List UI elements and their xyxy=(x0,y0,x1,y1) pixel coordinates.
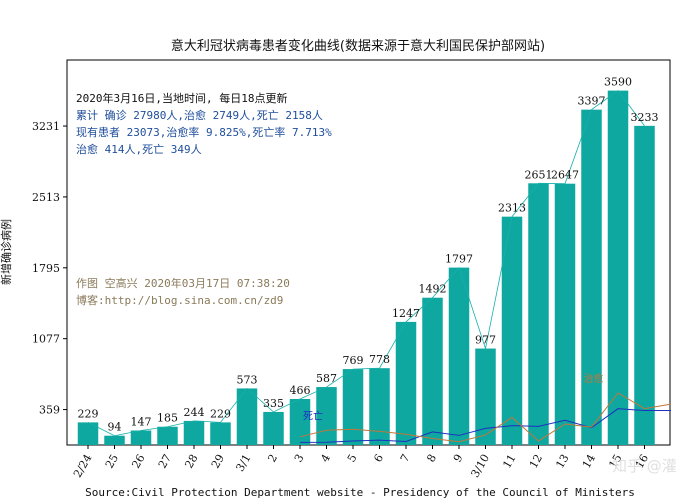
bar-value-label: 2651 xyxy=(525,168,553,181)
line-series-1 xyxy=(299,392,672,443)
x-tick-label: 14 xyxy=(580,452,598,471)
x-tick-label: 11 xyxy=(500,452,518,471)
bar-value-label: 573 xyxy=(237,373,258,386)
x-tick-label: 16 xyxy=(633,452,651,471)
bar xyxy=(236,388,258,445)
y-tick-label: 1795 xyxy=(32,262,60,275)
line-label-recovered: 治愈 xyxy=(584,372,604,385)
x-tick-label: 25 xyxy=(103,452,121,471)
y-tick-label: 3231 xyxy=(32,120,60,133)
bar xyxy=(263,411,284,445)
y-tick-label: 1077 xyxy=(32,333,60,346)
x-tick-label: 26 xyxy=(129,452,147,471)
bar xyxy=(528,183,549,446)
bar xyxy=(369,368,390,445)
bar xyxy=(289,398,311,445)
x-ticks: 2/24 25 26 27 28 29 3/1 2 3 4 5 6 7 8 9 3/10 11 12 13 14 15 1… xyxy=(71,445,651,480)
bar xyxy=(104,435,125,445)
bar xyxy=(130,430,152,445)
bar xyxy=(475,348,496,445)
line-series: 死亡 治愈 xyxy=(299,372,672,443)
bar-value-label: 769 xyxy=(343,354,364,367)
bar xyxy=(183,420,205,445)
blog-link-text: 博客:http://blog.sina.com.cn/zd9 xyxy=(76,293,283,307)
bar-value-label: 229 xyxy=(210,407,231,420)
bar-value-label: 3233 xyxy=(631,111,659,124)
bar-value-label: 587 xyxy=(316,372,337,385)
bar-value-label: 778 xyxy=(369,353,390,366)
bar-value-label: 244 xyxy=(184,406,205,419)
bar-labels: 229 94 147 185 244 229 573 335 466 587 769 778 1247 1… xyxy=(78,76,659,434)
bar xyxy=(395,321,417,445)
x-tick-label: 5 xyxy=(345,452,360,465)
chart-title: 意大利冠状病毒患者变化曲线(数据来源于意大利国民保护部网站) xyxy=(171,38,545,54)
x-tick-label: 4 xyxy=(318,452,333,465)
bar-value-label: 3397 xyxy=(578,95,606,108)
line-label-deaths: 死亡 xyxy=(303,409,323,422)
y-axis-label: 新增确诊病例 xyxy=(0,219,13,285)
bar xyxy=(342,369,364,445)
bar-value-label: 2313 xyxy=(498,202,526,215)
bars xyxy=(77,90,655,446)
x-tick-label: 13 xyxy=(553,452,571,471)
line-series-0 xyxy=(299,408,671,443)
info-cumulative-line: 累计 确诊 27980人,治愈 2749人,死亡 2158人 xyxy=(76,108,323,122)
bar-value-label: 335 xyxy=(263,397,284,410)
x-tick-label: 29 xyxy=(209,452,227,471)
x-tick-label: 7 xyxy=(398,452,413,465)
plot-frame xyxy=(66,59,671,446)
x-tick-label: 9 xyxy=(451,452,466,465)
bar-value-label: 229 xyxy=(78,407,99,420)
bar xyxy=(501,216,523,445)
bar xyxy=(448,267,470,445)
bar-value-label: 1247 xyxy=(392,307,420,320)
y-tick-label: 359 xyxy=(39,404,60,417)
info-date-line: 2020年3月16日,当地时间, 每日18点更新 xyxy=(76,91,287,105)
x-tick-label: 15 xyxy=(606,452,624,471)
bar-value-label: 1492 xyxy=(419,283,447,296)
bar xyxy=(634,125,655,445)
x-tick-label: 28 xyxy=(182,452,200,471)
bar xyxy=(422,297,443,445)
x-tick-label: 3/1 xyxy=(233,452,253,474)
author-credit: 作图 空高兴 2020年03月17日 07:38:20 xyxy=(76,276,290,290)
x-tick-label: 3 xyxy=(292,452,307,465)
x-tick-label: 2 xyxy=(265,452,280,465)
bar xyxy=(554,183,576,445)
bar-value-label: 94 xyxy=(108,421,122,434)
x-tick-label: 27 xyxy=(156,452,174,471)
x-tick-label: 8 xyxy=(424,452,439,465)
bar-value-label: 466 xyxy=(290,384,311,397)
bar-value-label: 1797 xyxy=(445,253,473,266)
bar-value-label: 147 xyxy=(131,415,152,428)
x-tick-label: 3/10 xyxy=(468,452,492,480)
info-daily-line: 治愈 414人,死亡 349人 xyxy=(76,142,202,156)
source-footer: Source:Civil Protection Department websi… xyxy=(85,486,635,499)
bar-value-label: 2647 xyxy=(551,169,579,182)
x-tick-label: 6 xyxy=(371,452,386,465)
bar-value-label: 3590 xyxy=(604,76,632,89)
bar xyxy=(157,426,178,445)
bar-value-label: 977 xyxy=(475,334,496,347)
info-current-line: 现有患者 23073,治愈率 9.825%,死亡率 7.713% xyxy=(76,125,332,139)
x-tick-label: 12 xyxy=(527,452,545,471)
bar-trend-line xyxy=(87,90,645,437)
bar xyxy=(77,422,99,445)
bar-value-label: 185 xyxy=(157,412,178,425)
watermark: 知乎 @灌 xyxy=(612,457,677,475)
bar xyxy=(581,109,602,446)
bar xyxy=(607,90,629,445)
y-tick-label: 2513 xyxy=(32,191,60,204)
y-ticks: 359 1077 1795 2513 3231 xyxy=(32,120,67,417)
bar xyxy=(210,422,231,445)
x-tick-label: 2/24 xyxy=(71,452,95,480)
